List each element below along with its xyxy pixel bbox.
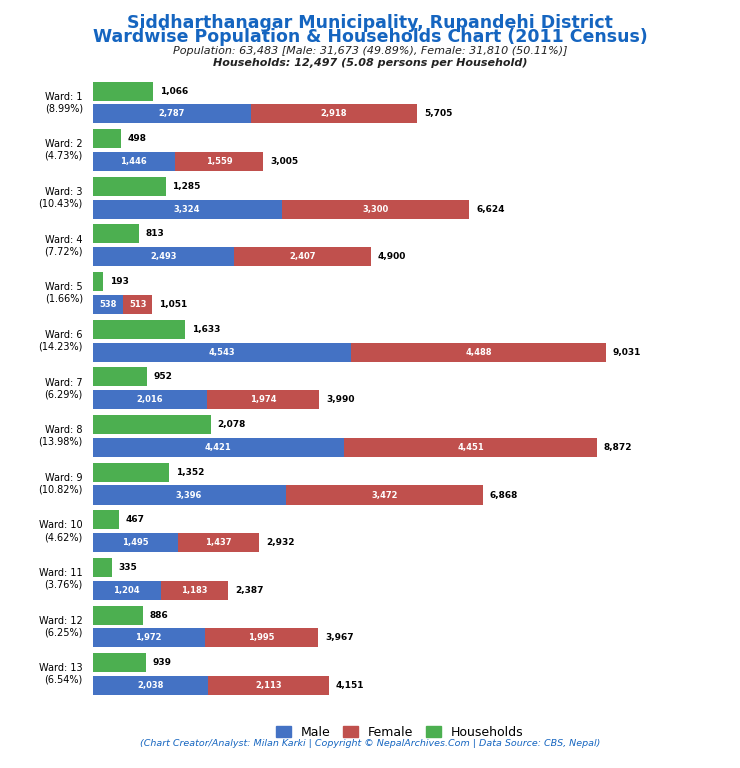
Bar: [344, 438, 597, 457]
Bar: [92, 581, 161, 600]
Text: 467: 467: [126, 515, 145, 525]
Bar: [281, 200, 469, 219]
Text: 6,624: 6,624: [476, 205, 505, 214]
Bar: [92, 177, 166, 196]
Bar: [92, 510, 119, 529]
Bar: [92, 200, 281, 219]
Text: 939: 939: [152, 658, 172, 667]
Text: 2,038: 2,038: [137, 681, 164, 690]
Bar: [92, 104, 251, 124]
Text: 4,900: 4,900: [378, 253, 406, 261]
Bar: [92, 247, 235, 266]
Text: 2,078: 2,078: [218, 420, 246, 429]
Bar: [92, 319, 185, 339]
Text: 1,066: 1,066: [160, 87, 188, 95]
Text: (Chart Creator/Analyst: Milan Karki | Copyright © NepalArchives.Com | Data Sourc: (Chart Creator/Analyst: Milan Karki | Co…: [140, 739, 600, 748]
Text: 2,787: 2,787: [158, 109, 185, 118]
Bar: [235, 247, 371, 266]
Text: 3,324: 3,324: [174, 205, 201, 214]
Text: 193: 193: [110, 277, 130, 286]
Text: 3,300: 3,300: [363, 205, 388, 214]
Text: 1,437: 1,437: [205, 538, 232, 547]
Text: 3,005: 3,005: [270, 157, 298, 166]
Text: 3,472: 3,472: [371, 491, 397, 499]
Text: 1,204: 1,204: [113, 586, 140, 594]
Text: 2,932: 2,932: [266, 538, 295, 547]
Bar: [92, 81, 153, 101]
Bar: [178, 533, 259, 552]
Bar: [92, 485, 286, 505]
Bar: [351, 343, 606, 362]
Bar: [161, 581, 228, 600]
Text: 4,421: 4,421: [205, 443, 232, 452]
Bar: [123, 295, 152, 314]
Bar: [92, 676, 209, 695]
Text: 3,967: 3,967: [325, 634, 354, 642]
Bar: [92, 129, 121, 148]
Bar: [92, 653, 146, 672]
Text: 498: 498: [127, 134, 147, 143]
Text: 6,868: 6,868: [490, 491, 518, 499]
Text: 5,705: 5,705: [424, 109, 452, 118]
Bar: [92, 390, 207, 409]
Text: Wardwise Population & Households Chart (2011 Census): Wardwise Population & Households Chart (…: [92, 28, 648, 46]
Text: Population: 63,483 [Male: 31,673 (49.89%), Female: 31,810 (50.11%)]: Population: 63,483 [Male: 31,673 (49.89%…: [172, 46, 568, 56]
Bar: [92, 224, 138, 243]
Bar: [175, 152, 263, 171]
Bar: [92, 343, 351, 362]
Text: 1,995: 1,995: [248, 634, 275, 642]
Text: 3,990: 3,990: [326, 396, 354, 404]
Text: 952: 952: [153, 372, 172, 382]
Text: 9,031: 9,031: [613, 348, 642, 356]
Bar: [92, 367, 147, 386]
Bar: [92, 415, 211, 434]
Text: 4,151: 4,151: [335, 681, 364, 690]
Text: 1,495: 1,495: [121, 538, 148, 547]
Text: 2,407: 2,407: [289, 253, 316, 261]
Text: 335: 335: [118, 563, 137, 572]
Bar: [92, 558, 112, 577]
Bar: [92, 272, 104, 291]
Bar: [207, 390, 320, 409]
Text: 1,559: 1,559: [206, 157, 232, 166]
Text: 1,183: 1,183: [181, 586, 208, 594]
Bar: [92, 628, 205, 647]
Legend: Male, Female, Households: Male, Female, Households: [271, 721, 528, 744]
Text: 813: 813: [146, 230, 164, 238]
Bar: [92, 152, 175, 171]
Text: 1,972: 1,972: [135, 634, 162, 642]
Text: Siddharthanagar Municipality, Rupandehi District: Siddharthanagar Municipality, Rupandehi …: [127, 14, 613, 31]
Text: 1,633: 1,633: [192, 325, 221, 334]
Bar: [92, 295, 123, 314]
Bar: [92, 462, 169, 482]
Text: 1,352: 1,352: [176, 468, 204, 477]
Text: 513: 513: [129, 300, 147, 309]
Bar: [209, 676, 329, 695]
Text: 2,113: 2,113: [255, 681, 282, 690]
Text: 3,396: 3,396: [176, 491, 202, 499]
Bar: [92, 533, 178, 552]
Text: 4,543: 4,543: [209, 348, 235, 356]
Text: 1,446: 1,446: [120, 157, 147, 166]
Text: 2,493: 2,493: [150, 253, 177, 261]
Bar: [92, 438, 344, 457]
Text: 2,387: 2,387: [235, 586, 263, 594]
Text: 1,051: 1,051: [159, 300, 187, 309]
Bar: [251, 104, 417, 124]
Bar: [205, 628, 318, 647]
Text: 4,451: 4,451: [457, 443, 484, 452]
Bar: [286, 485, 483, 505]
Text: 886: 886: [149, 611, 169, 620]
Text: 1,285: 1,285: [172, 182, 201, 190]
Text: 1,974: 1,974: [250, 396, 277, 404]
Text: 538: 538: [99, 300, 116, 309]
Text: 4,488: 4,488: [465, 348, 491, 356]
Text: 8,872: 8,872: [604, 443, 633, 452]
Text: 2,918: 2,918: [320, 109, 347, 118]
Text: 2,016: 2,016: [136, 396, 163, 404]
Text: Households: 12,497 (5.08 persons per Household): Households: 12,497 (5.08 persons per Hou…: [213, 58, 527, 68]
Bar: [92, 605, 143, 624]
